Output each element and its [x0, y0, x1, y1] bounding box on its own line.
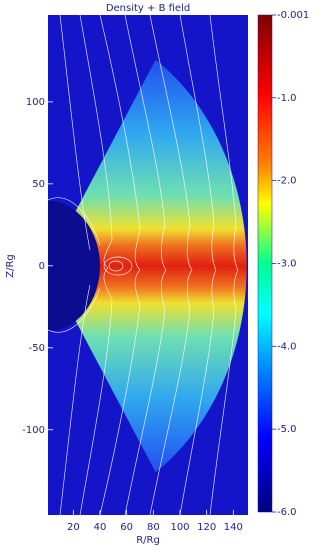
- x-tick-label: 100: [170, 522, 189, 533]
- colorbar-tick-label: -1.0: [277, 93, 297, 104]
- y-tick-label: 100: [26, 97, 45, 108]
- colorbar: [257, 14, 273, 513]
- y-tick-label: 50: [32, 179, 45, 190]
- colorbar-tick-label: -6.0: [277, 507, 297, 518]
- field: [48, 15, 248, 515]
- y-axis-label: Z/Rg: [5, 254, 16, 278]
- x-tick-label: 120: [197, 522, 216, 533]
- x-tick-label: 140: [224, 522, 243, 533]
- colorbar-tick-label: -5.0: [277, 424, 297, 435]
- y-tick-label: 0: [39, 261, 45, 272]
- y-tick-label: -100: [22, 425, 45, 436]
- x-tick-label: 20: [67, 522, 80, 533]
- x-tick-label: 80: [147, 522, 160, 533]
- colorbar-tick-label: -2.0: [277, 176, 297, 187]
- colorbar-tick-label: -3.0: [277, 258, 297, 269]
- x-tick-label: 60: [120, 522, 133, 533]
- colorbar-tick-label: -4.0: [277, 341, 297, 352]
- x-axis-label: R/Rg: [136, 535, 160, 546]
- chart-title: Density + B field: [106, 3, 190, 14]
- y-tick-label: -50: [29, 343, 45, 354]
- colorbar-tick-label: -0.001: [277, 10, 309, 21]
- chart: Density + B field R/Rg Z/Rg 20 40 60 80 100 1…: [5, 3, 309, 546]
- x-tick-label: 40: [94, 522, 107, 533]
